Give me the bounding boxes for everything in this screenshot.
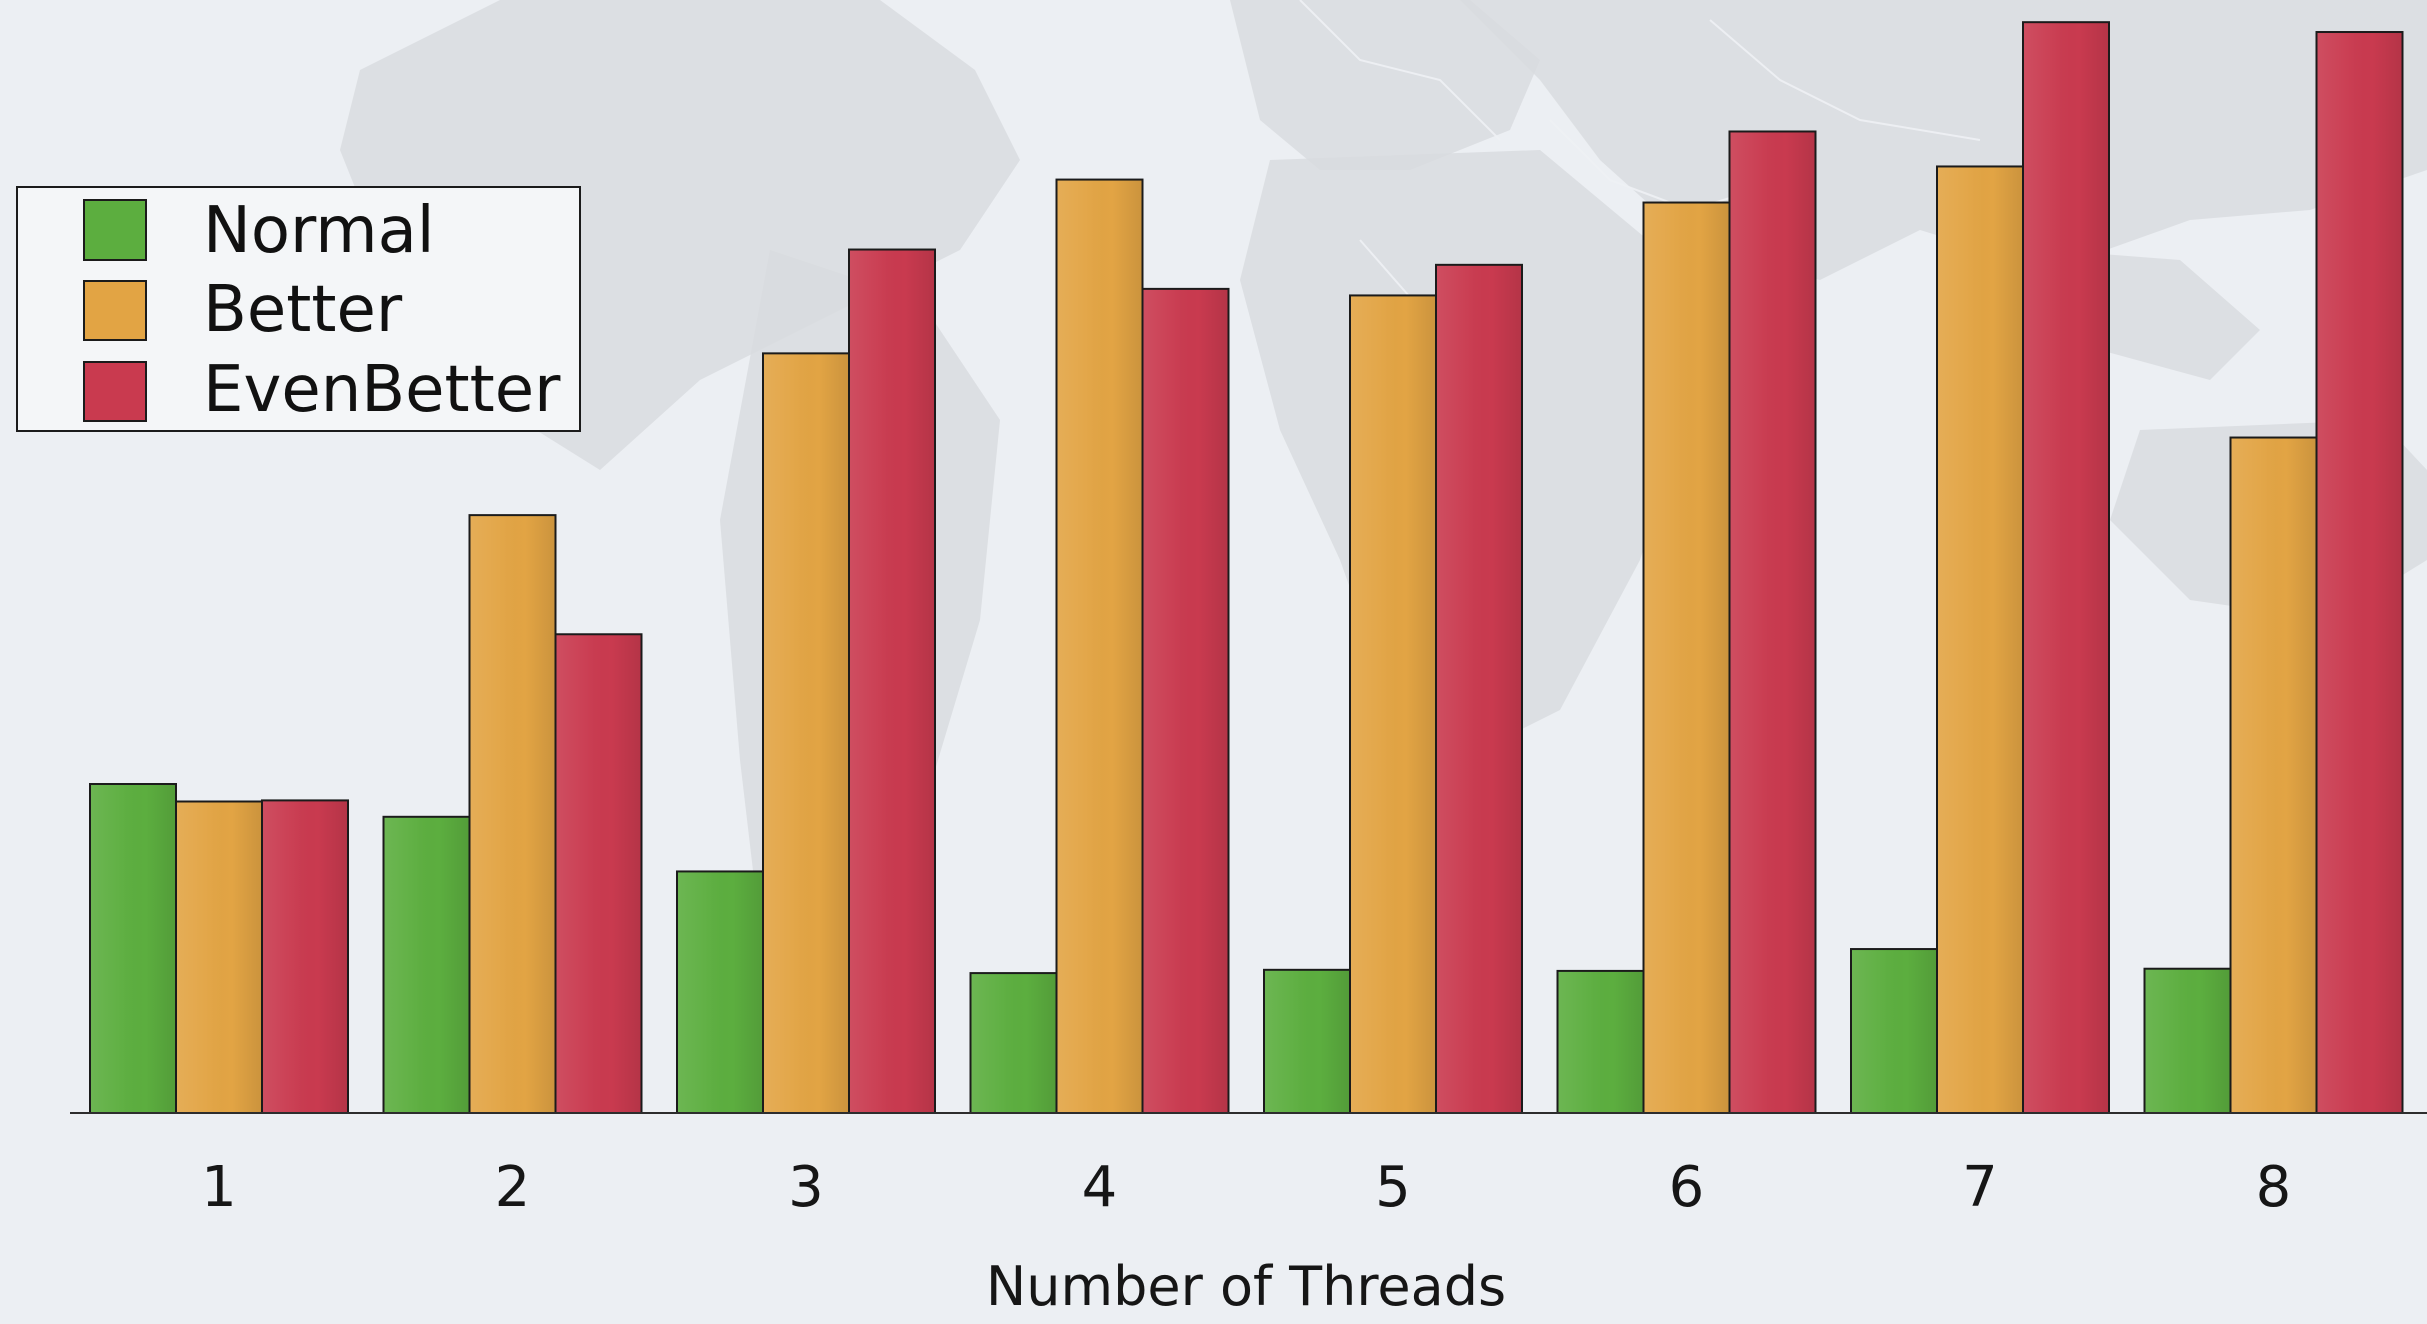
bar-normal-7 [1850, 948, 1938, 1114]
legend-swatch-better [83, 280, 147, 341]
legend-label-normal: Normal [203, 194, 435, 268]
bar-evenbetter-3 [848, 248, 936, 1114]
bar-better-6 [1642, 201, 1731, 1114]
bar-better-4 [1055, 178, 1144, 1114]
bar-evenbetter-8 [2315, 31, 2404, 1115]
x-tick-label-1: 1 [201, 1155, 237, 1220]
map-landmass-europe [1230, 0, 1540, 170]
x-tick-label-7: 7 [1962, 1155, 1998, 1220]
bar-normal-1 [89, 783, 177, 1115]
bar-normal-4 [969, 972, 1058, 1115]
x-tick-labels: 1 2 3 4 5 6 7 8 [201, 1155, 2291, 1220]
bar-better-3 [762, 352, 850, 1114]
bar-evenbetter-1 [261, 799, 349, 1114]
bar-normal-8 [2143, 967, 2232, 1114]
x-axis-label: Number of Threads [986, 1255, 1506, 1318]
bar-evenbetter-5 [1435, 263, 1523, 1115]
bar-better-7 [1936, 165, 2024, 1115]
bar-evenbetter-2 [554, 633, 643, 1114]
x-tick-label-2: 2 [495, 1155, 531, 1220]
x-tick-label-8: 8 [2256, 1155, 2292, 1220]
bar-evenbetter-4 [1141, 287, 1230, 1114]
map-border-line-1 [1299, 0, 1501, 141]
bar-normal-5 [1263, 968, 1351, 1115]
bar-normal-6 [1556, 969, 1645, 1114]
x-tick-label-5: 5 [1375, 1155, 1411, 1220]
bar-better-1 [175, 800, 263, 1114]
bar-normal-3 [676, 870, 764, 1115]
legend-label-evenbetter: EvenBetter [203, 353, 561, 427]
x-tick-label-4: 4 [1082, 1155, 1118, 1220]
map-border-line-3 [1709, 19, 1981, 141]
bar-evenbetter-7 [2022, 21, 2110, 1114]
legend: Normal Better EvenBetter [16, 186, 581, 432]
x-tick-label-3: 3 [788, 1155, 824, 1220]
bar-better-2 [468, 514, 557, 1114]
legend-swatch-evenbetter [83, 361, 147, 422]
x-tick-label-6: 6 [1669, 1155, 1705, 1220]
bar-better-8 [2229, 436, 2318, 1114]
legend-label-better: Better [203, 273, 403, 347]
bar-normal-2 [382, 815, 471, 1114]
bar-evenbetter-6 [1728, 130, 1817, 1114]
bar-better-5 [1349, 294, 1437, 1115]
legend-swatch-normal [83, 199, 147, 261]
